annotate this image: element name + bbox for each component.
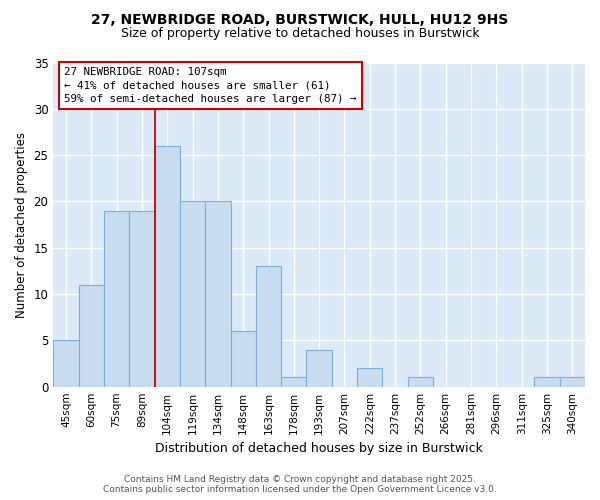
Bar (281, 378, 307, 386)
Bar (104, 210, 129, 386)
Bar (79, 285, 104, 386)
Y-axis label: Number of detached properties: Number of detached properties (15, 132, 28, 318)
Bar (230, 331, 256, 386)
Text: Size of property relative to detached houses in Burstwick: Size of property relative to detached ho… (121, 28, 479, 40)
Text: Contains HM Land Registry data © Crown copyright and database right 2025.
Contai: Contains HM Land Registry data © Crown c… (103, 474, 497, 494)
Bar (535, 378, 560, 386)
Bar (408, 378, 433, 386)
Text: 27, NEWBRIDGE ROAD, BURSTWICK, HULL, HU12 9HS: 27, NEWBRIDGE ROAD, BURSTWICK, HULL, HU1… (91, 12, 509, 26)
X-axis label: Distribution of detached houses by size in Burstwick: Distribution of detached houses by size … (155, 442, 483, 455)
Bar (560, 378, 585, 386)
Bar (180, 202, 205, 386)
Text: 27 NEWBRIDGE ROAD: 107sqm
← 41% of detached houses are smaller (61)
59% of semi-: 27 NEWBRIDGE ROAD: 107sqm ← 41% of detac… (64, 68, 356, 104)
Bar (357, 368, 382, 386)
Bar (155, 146, 180, 386)
Bar (129, 210, 155, 386)
Bar (205, 202, 230, 386)
Bar (53, 340, 79, 386)
Bar (307, 350, 332, 387)
Bar (256, 266, 281, 386)
